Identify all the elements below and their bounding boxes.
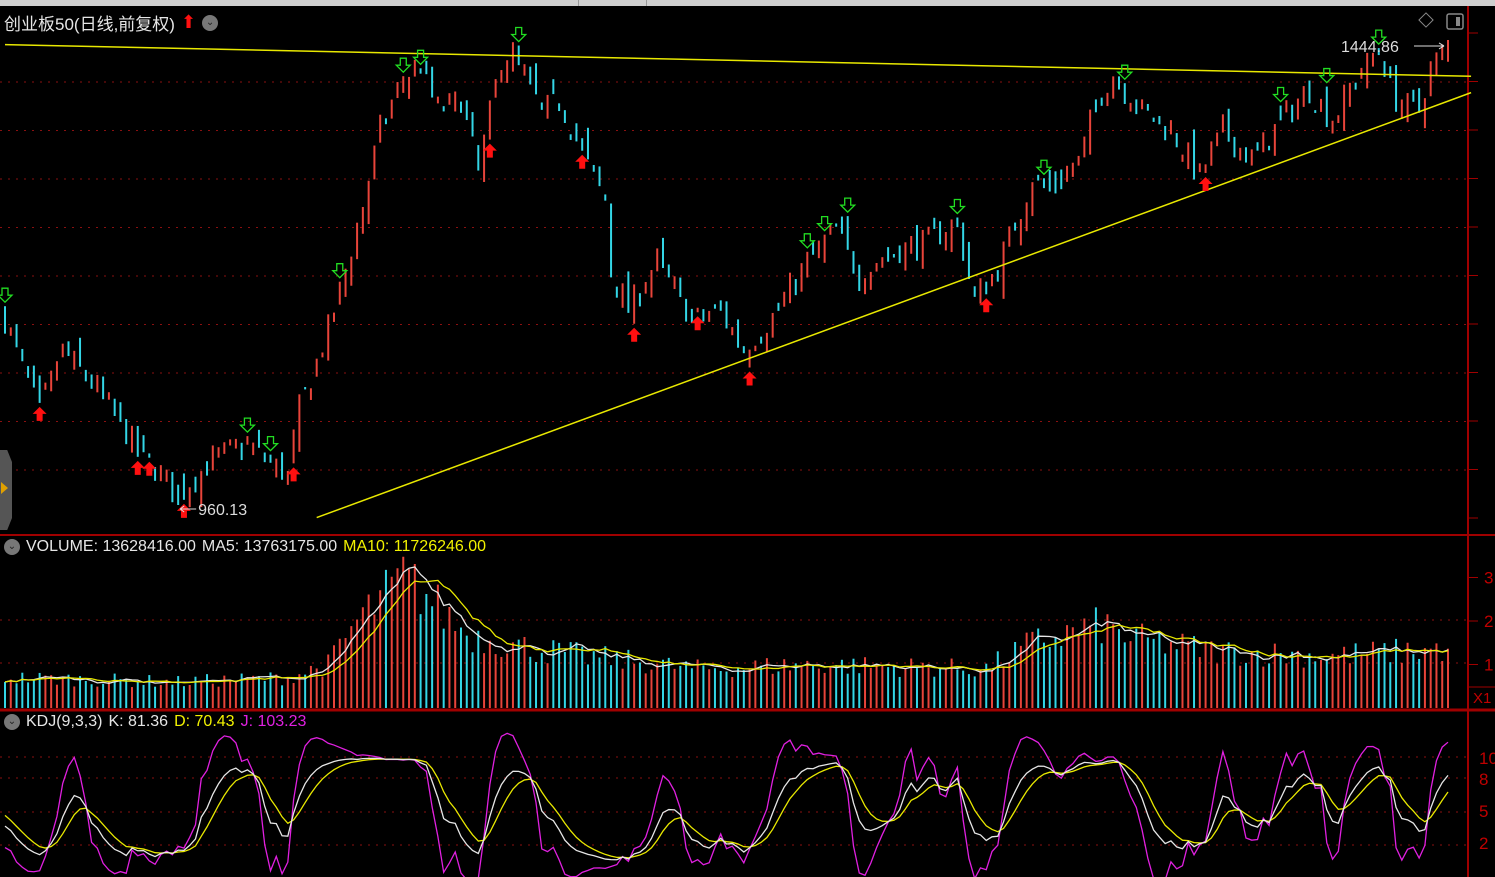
window-tab[interactable] [578,0,637,6]
sell-signal-arrow-icon [1370,29,1388,46]
buy-signal-arrow-icon [575,154,590,169]
buy-signal-arrow-icon [176,503,191,518]
triangle-right-icon [1,482,8,494]
sell-signal-arrow-icon [948,198,966,215]
price-bars [4,39,1449,508]
kdj-j-value: J: 103.23 [240,713,307,730]
buy-signal-arrow-icon [482,143,497,158]
buy-signal-arrow-icon [1198,176,1213,191]
trendline [4,43,1472,78]
kdj-axis-label: 5 [1479,802,1488,821]
volume-ma5-value: MA5: 13763175.00 [201,538,338,555]
chart-title-bar: 创业板50(日线,前复权) ⬆ ⌄ [4,10,219,35]
kdj-axis-label: 2 [1479,834,1488,853]
sell-signal-arrow-icon [0,287,14,304]
sell-signal-arrow-icon [510,26,528,43]
sell-signal-arrow-icon [1035,159,1053,176]
chevron-down-icon[interactable]: ⌄ [202,14,219,31]
kdj-lines [4,732,1449,877]
kdj-d-value: D: 70.43 [174,713,235,730]
kdj-axis-label: 10 [1479,749,1495,768]
buy-signal-arrow-icon [742,371,757,386]
kdj-axis-label: 8 [1479,770,1488,789]
kdj-k-value: K: 81.36 [108,713,169,730]
buy-signal-arrow-icon [142,461,157,476]
diamond-icon[interactable] [1418,12,1434,28]
buy-signal-arrow-icon [979,298,994,313]
sell-signal-arrow-icon [331,263,349,279]
buy-signal-arrow-icon [32,406,47,421]
buy-signal-arrow-icon [130,460,145,475]
chevron-down-icon[interactable]: ⌄ [4,714,20,730]
volume-ma5-line [4,566,1449,684]
panel-toggle-icon [1456,17,1460,26]
volume-ma10-value: MA10: 11726246.00 [343,538,487,555]
kdj-legend: ⌄ KDJ(9,3,3) K: 81.36 D: 70.43 J: 103.23 [4,713,306,731]
window-tab-strip [0,0,1495,6]
sidebar-expand-handle[interactable] [0,450,12,530]
high-price-pointer [1414,42,1445,50]
volume-axis-label: 3 [1484,569,1493,588]
red-up-arrow-icon: ⬆ [180,12,197,32]
chevron-down-icon[interactable]: ⌄ [4,539,20,555]
chart-title: 创业板50(日线,前复权) [4,15,175,34]
sell-signal-arrow-icon [238,417,256,434]
low-price-label: 960.13 [198,502,247,519]
buy-signal-arrow-icon [286,467,301,482]
volume-legend: ⌄ VOLUME: 13628416.00 MA5: 13763175.00 M… [4,538,486,556]
volume-axis-label: 1 [1484,656,1493,675]
sell-signal-arrow-icon [839,197,857,214]
sell-signal-arrow-icon [798,233,816,249]
low-price-pointer [179,505,197,513]
kdj-name: KDJ(9,3,3) [26,713,103,730]
volume-unit-label: X1 [1473,690,1492,707]
window-tab[interactable] [646,0,717,6]
sell-signal-arrow-icon [261,435,280,452]
buy-signal-arrow-icon [690,316,705,331]
high-price-label: 1444.86 [1341,39,1399,56]
volume-value: VOLUME: 13628416.00 [26,538,196,555]
sell-signal-arrow-icon [394,57,412,74]
volume-axis-label: 2 [1484,612,1493,631]
sell-signal-arrow-icon [1116,64,1134,81]
kdj-d-line [4,758,1449,859]
panel-toggle-icon[interactable] [1446,13,1464,30]
volume-bars [4,556,1449,708]
kdj-j-line [4,732,1449,877]
buy-signal-arrow-icon [627,327,642,342]
trendline [316,91,1472,519]
sell-signal-arrow-icon [816,215,834,232]
sell-signal-arrow-icon [412,49,430,66]
sell-signal-arrow-icon [1272,86,1290,103]
volume-ma10-line [4,579,1449,684]
kdj-k-line [4,757,1449,861]
sell-signal-arrow-icon [1318,67,1336,84]
